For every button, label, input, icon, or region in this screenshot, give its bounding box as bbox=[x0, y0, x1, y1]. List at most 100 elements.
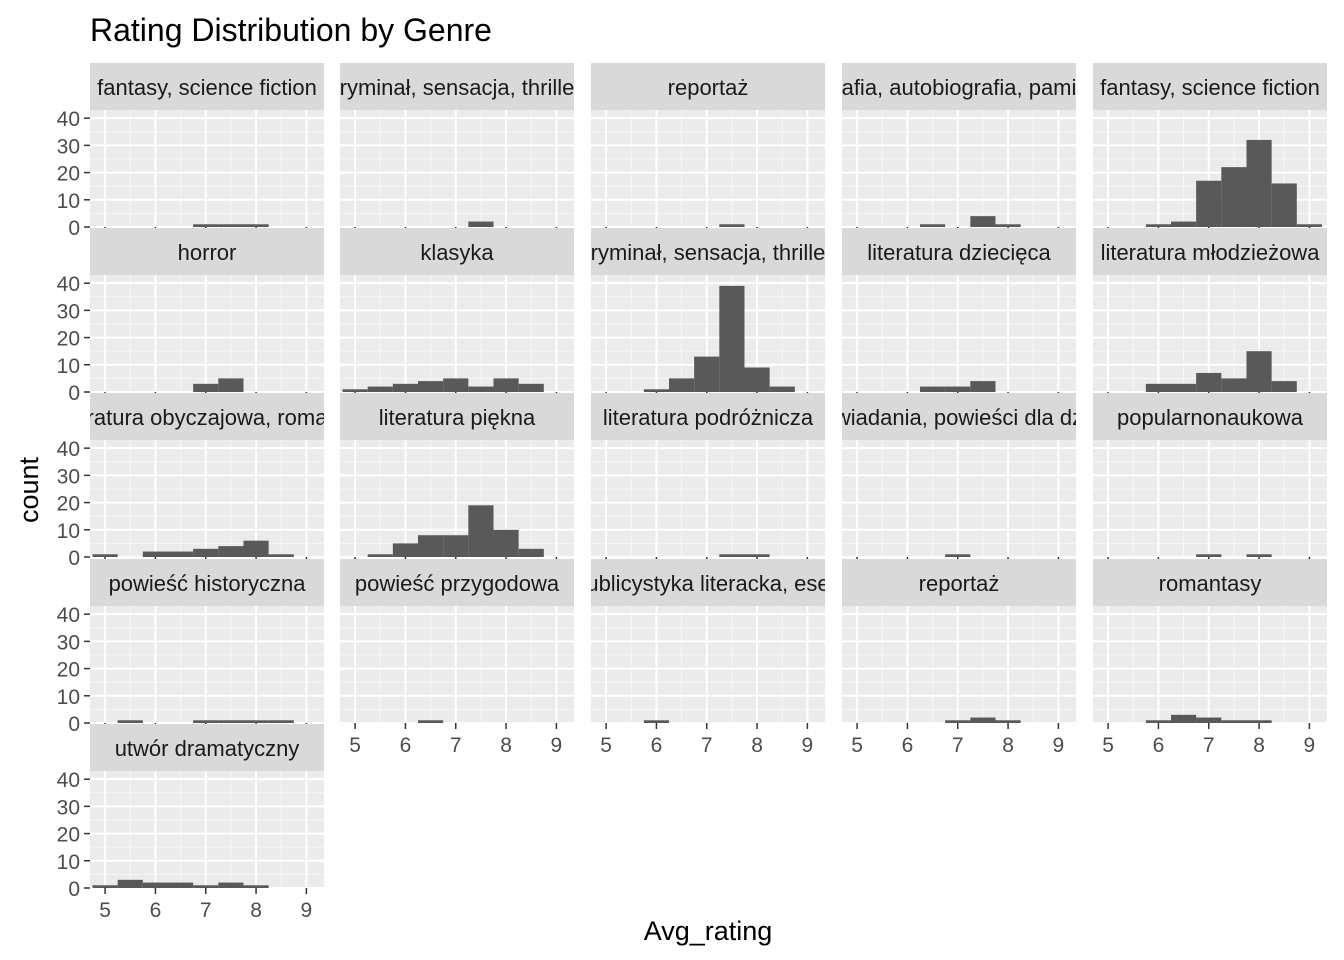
facet-strip bbox=[591, 63, 825, 110]
histogram-bar bbox=[218, 720, 244, 723]
facet-panel: fantasy, science fiction bbox=[1093, 63, 1327, 233]
x-tick-label: 9 bbox=[1053, 734, 1065, 757]
panel-background bbox=[591, 606, 825, 723]
x-tick-label: 8 bbox=[1253, 734, 1265, 757]
x-tick-label: 8 bbox=[250, 899, 262, 922]
histogram-bar bbox=[1171, 714, 1197, 723]
facet-panel: powieść historyczna 0 10 20 30 40 bbox=[57, 559, 324, 736]
histogram-bar bbox=[744, 554, 770, 557]
histogram-bar bbox=[643, 389, 669, 392]
histogram-bar bbox=[1171, 221, 1197, 227]
histogram-bar bbox=[218, 224, 244, 227]
histogram-bar bbox=[995, 224, 1021, 227]
histogram-bar bbox=[392, 383, 418, 392]
histogram-bar bbox=[193, 720, 219, 723]
x-tick-label: 6 bbox=[902, 734, 914, 757]
histogram-bar bbox=[1246, 554, 1272, 557]
panel-background bbox=[90, 606, 324, 723]
histogram-bar bbox=[945, 554, 971, 557]
histogram-bar bbox=[719, 224, 745, 227]
facet-strip bbox=[340, 228, 574, 275]
histogram-bar bbox=[367, 386, 393, 392]
facet-strip bbox=[842, 393, 1076, 440]
facet-strip-label: literatura dziecięca bbox=[867, 240, 1051, 265]
panel-background bbox=[842, 606, 1076, 723]
facet-panel: ublicystyka literacka, ese 5 6 7 8 9 bbox=[591, 559, 825, 757]
facet-panel: reportaż 5 6 7 8 9 bbox=[842, 559, 1076, 757]
x-tick-label: 7 bbox=[1203, 734, 1215, 757]
facet-strip-label: wiadania, powieści dla dz bbox=[834, 405, 1083, 430]
histogram-bar bbox=[367, 554, 393, 557]
facet-strip-label: powieść przygodowa bbox=[355, 571, 560, 596]
y-tick-label: 0 bbox=[68, 713, 80, 736]
y-tick-label: 20 bbox=[57, 163, 80, 186]
histogram-bar bbox=[243, 224, 269, 227]
x-tick-label: 6 bbox=[1153, 734, 1165, 757]
histogram-bar bbox=[1221, 167, 1247, 227]
histogram-bar bbox=[342, 389, 368, 392]
panel-background bbox=[591, 440, 825, 557]
histogram-bar bbox=[193, 383, 219, 392]
y-tick-label: 30 bbox=[57, 465, 80, 488]
histogram-bar bbox=[694, 356, 720, 392]
facet-strip bbox=[842, 559, 1076, 606]
panel-background bbox=[340, 606, 574, 723]
y-tick-label: 10 bbox=[57, 686, 80, 709]
histogram-bar bbox=[443, 535, 469, 557]
panel-background bbox=[591, 110, 825, 227]
x-tick-label: 6 bbox=[651, 734, 663, 757]
x-tick-label: 6 bbox=[400, 734, 412, 757]
facet-panel: romantasy 5 6 7 8 9 bbox=[1093, 559, 1327, 757]
facet-strip bbox=[591, 228, 825, 275]
histogram-bar bbox=[168, 551, 194, 557]
x-tick-label: 8 bbox=[751, 734, 763, 757]
histogram-bar bbox=[117, 879, 143, 888]
facet-panel: literatura dziecięca bbox=[842, 228, 1076, 398]
histogram-bar bbox=[643, 720, 669, 723]
facet-strip bbox=[340, 559, 574, 606]
histogram-bar bbox=[243, 720, 269, 723]
histogram-bar bbox=[1221, 378, 1247, 392]
y-tick-label: 0 bbox=[68, 878, 80, 901]
histogram-bar bbox=[418, 535, 444, 557]
histogram-bar bbox=[218, 546, 244, 557]
facet-strip bbox=[842, 63, 1076, 110]
histogram-bar bbox=[218, 882, 244, 888]
histogram-bar bbox=[945, 386, 971, 392]
histogram-bar bbox=[468, 505, 494, 557]
histogram-bar bbox=[392, 543, 418, 557]
facet-panel: fantasy, science fiction 0 10 20 30 40 bbox=[57, 63, 324, 240]
y-tick-label: 40 bbox=[57, 769, 80, 792]
chart-title: Rating Distribution by Genre bbox=[90, 12, 492, 48]
y-tick-label: 20 bbox=[57, 493, 80, 516]
facet-strip-label: ryminał, sensacja, thrille bbox=[340, 75, 575, 100]
histogram-bar bbox=[493, 529, 519, 557]
y-tick-label: 40 bbox=[57, 273, 80, 296]
facet-panel: popularnonaukowa bbox=[1093, 393, 1327, 563]
histogram-bar bbox=[1196, 372, 1222, 392]
histogram-bar bbox=[92, 885, 118, 888]
y-tick-label: 10 bbox=[57, 190, 80, 213]
histogram-bar bbox=[218, 378, 244, 392]
facet-strip bbox=[90, 393, 324, 440]
y-tick-label: 20 bbox=[57, 824, 80, 847]
histogram-bar bbox=[117, 720, 143, 723]
x-tick-label: 9 bbox=[301, 899, 313, 922]
facet-panel: literatura młodzieżowa bbox=[1093, 228, 1327, 398]
histogram-bar bbox=[995, 720, 1021, 723]
facet-strip bbox=[340, 393, 574, 440]
facet-strip-label: literatura podróżnicza bbox=[603, 405, 814, 430]
panel-background bbox=[90, 110, 324, 227]
facet-strip-label: fantasy, science fiction bbox=[97, 75, 317, 100]
histogram-bar bbox=[1246, 139, 1272, 227]
histogram-bar bbox=[268, 554, 294, 557]
histogram-bar bbox=[418, 381, 444, 392]
facet-panel: ratura obyczajowa, roma 0 10 20 30 40 bbox=[57, 393, 324, 570]
histogram-bar bbox=[193, 885, 219, 888]
facet-panel: utwór dramatyczny 0 10 20 30 40 5 6 7 8 9 bbox=[57, 724, 324, 922]
x-tick-label: 8 bbox=[500, 734, 512, 757]
facet-panel: wiadania, powieści dla dz bbox=[834, 393, 1083, 563]
facet-strip-label: afia, autobiografia, pami bbox=[842, 75, 1077, 100]
histogram-bar bbox=[1296, 224, 1322, 227]
panel-background bbox=[1093, 606, 1327, 723]
